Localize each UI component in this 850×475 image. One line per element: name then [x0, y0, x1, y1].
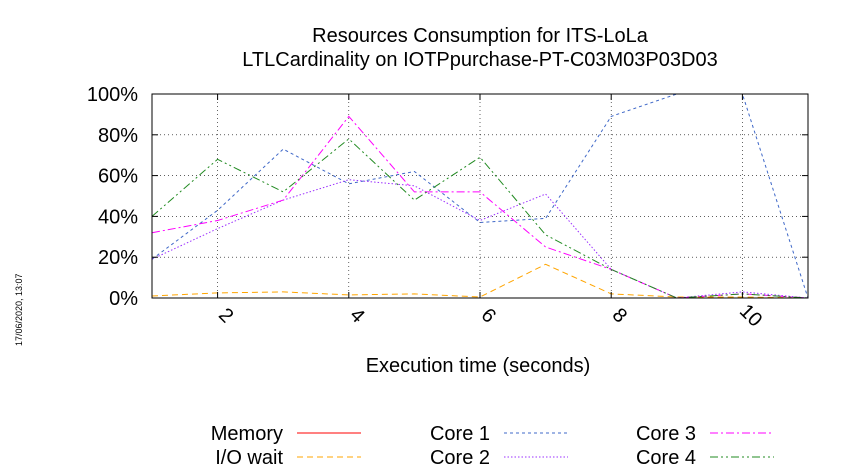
y-tick-label: 20% — [98, 247, 138, 269]
y-tick-label: 40% — [98, 206, 138, 228]
series-line-core-3 — [151, 115, 809, 299]
legend-label-core-4: Core 4 — [636, 447, 696, 469]
x-tick-label: 4 — [345, 304, 368, 327]
x-axis-label: Execution time (seconds) — [366, 355, 591, 377]
series-line-core-2 — [151, 179, 809, 299]
timestamp: 17/06/2020, 13:07 — [14, 273, 24, 346]
x-tick-label: 2 — [214, 304, 237, 327]
legend-label-core-2: Core 2 — [430, 447, 490, 469]
series-line-i-o-wait — [151, 263, 809, 299]
x-tick-label: 8 — [608, 304, 631, 327]
y-tick-label: 0% — [109, 288, 138, 310]
y-tick-label: 60% — [98, 166, 138, 188]
x-tick-label: 10 — [735, 300, 766, 331]
legend-label-core-3: Core 3 — [636, 423, 696, 445]
legend-label-i-o-wait: I/O wait — [215, 447, 283, 469]
x-tick-label: 6 — [477, 304, 500, 327]
plot-frame — [151, 93, 809, 299]
legend-label-memory: Memory — [211, 423, 283, 445]
series-line-core-1 — [151, 93, 809, 299]
y-tick-label: 80% — [98, 125, 138, 147]
chart-title-line-1: Resources Consumption for ITS-LoLa — [312, 25, 649, 47]
grid — [152, 93, 808, 299]
legend-label-core-1: Core 1 — [430, 423, 490, 445]
series-lines — [151, 93, 809, 299]
chart-title-line-2: LTLCardinality on IOTPpurchase-PT-C03M03… — [242, 49, 717, 71]
y-tick-label: 100% — [87, 84, 138, 106]
